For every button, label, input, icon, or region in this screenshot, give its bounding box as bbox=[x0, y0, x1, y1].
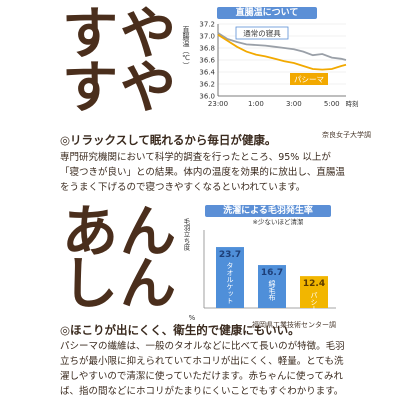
y-axis-label: 毛羽立ち度 bbox=[182, 217, 190, 252]
bar-value-label: 16.7 bbox=[261, 268, 283, 278]
y-axis-label: 直腸温（℃） bbox=[182, 25, 190, 69]
legend-label-normal-bedding: 通常の寝具 bbox=[243, 28, 281, 38]
bar-2 bbox=[300, 276, 328, 308]
big-text-suya-1: すや bbox=[62, 2, 178, 67]
bar-category-label: 綿毛布 bbox=[268, 279, 276, 302]
y-tick-label: 36.4 bbox=[199, 69, 215, 77]
bar-chart-source: 福岡県工業技術センター調 bbox=[252, 321, 336, 329]
y-tick-label: 37.2 bbox=[199, 21, 215, 29]
section1-heading: ◎リラックスして眠れるから毎日が健康。 bbox=[60, 133, 277, 147]
legend-box-normal-bedding bbox=[235, 26, 289, 40]
y-tick-label: 36.8 bbox=[199, 45, 215, 53]
big-text-anshin-1: あん bbox=[62, 200, 178, 265]
y-unit-label: % bbox=[189, 314, 196, 322]
series-line-normal-bedding bbox=[217, 32, 347, 61]
section2-heading: ◎ほこりが出にくく、衛生的で健康にもいい。 bbox=[60, 323, 300, 337]
bar-chart-title: 洗濯による毛羽発生率 bbox=[205, 205, 331, 217]
bar-category-label: パシーマ bbox=[310, 291, 318, 319]
y-tick-label: 36.6 bbox=[199, 57, 215, 65]
bar-chart-subtitle: ※少ないほど清潔 bbox=[253, 217, 304, 226]
bar-1 bbox=[258, 265, 286, 308]
line-chart-title: 直腸温について bbox=[217, 7, 317, 19]
big-text-suya-2: すや bbox=[62, 56, 178, 121]
bar-value-label: 23.7 bbox=[219, 250, 241, 260]
x-tick-label: 5:00 bbox=[324, 100, 340, 108]
section1-paragraph: 専門研究機関において科学的調査を行ったところ、95% 以上が「寝つきが良い」との… bbox=[60, 152, 345, 193]
legend-label-pasima: パシーマ bbox=[294, 75, 324, 84]
line-chart: 37.2 37.0 36.8 36.6 36.4 36.2 36.0 直腸温（℃） 23:00 1… bbox=[182, 21, 359, 109]
line-chart-source: 奈良女子大学調 bbox=[322, 131, 371, 139]
bar-0 bbox=[216, 247, 244, 308]
y-tick-label: 37.0 bbox=[199, 33, 215, 41]
big-text-anshin-2: しん bbox=[62, 252, 178, 317]
series-line-pasima bbox=[217, 34, 347, 71]
bar-category-label: タオルケット bbox=[226, 262, 234, 304]
section2-paragraph: パシーマの繊維は、一般のタオルなどに比べて長いのが特徴。毛羽立ちが最小限に抑えら… bbox=[60, 341, 345, 397]
x-axis-label: 時刻 bbox=[346, 99, 359, 108]
legend-box-pasima bbox=[290, 73, 328, 85]
y-tick-label: 36.2 bbox=[199, 81, 215, 89]
x-tick-label: 1:00 bbox=[248, 100, 264, 108]
x-tick-label: 23:00 bbox=[208, 100, 228, 108]
y-tick-label: 36.0 bbox=[199, 93, 215, 101]
x-tick-label: 3:00 bbox=[286, 100, 302, 108]
bar-value-label: 12.4 bbox=[303, 279, 325, 289]
